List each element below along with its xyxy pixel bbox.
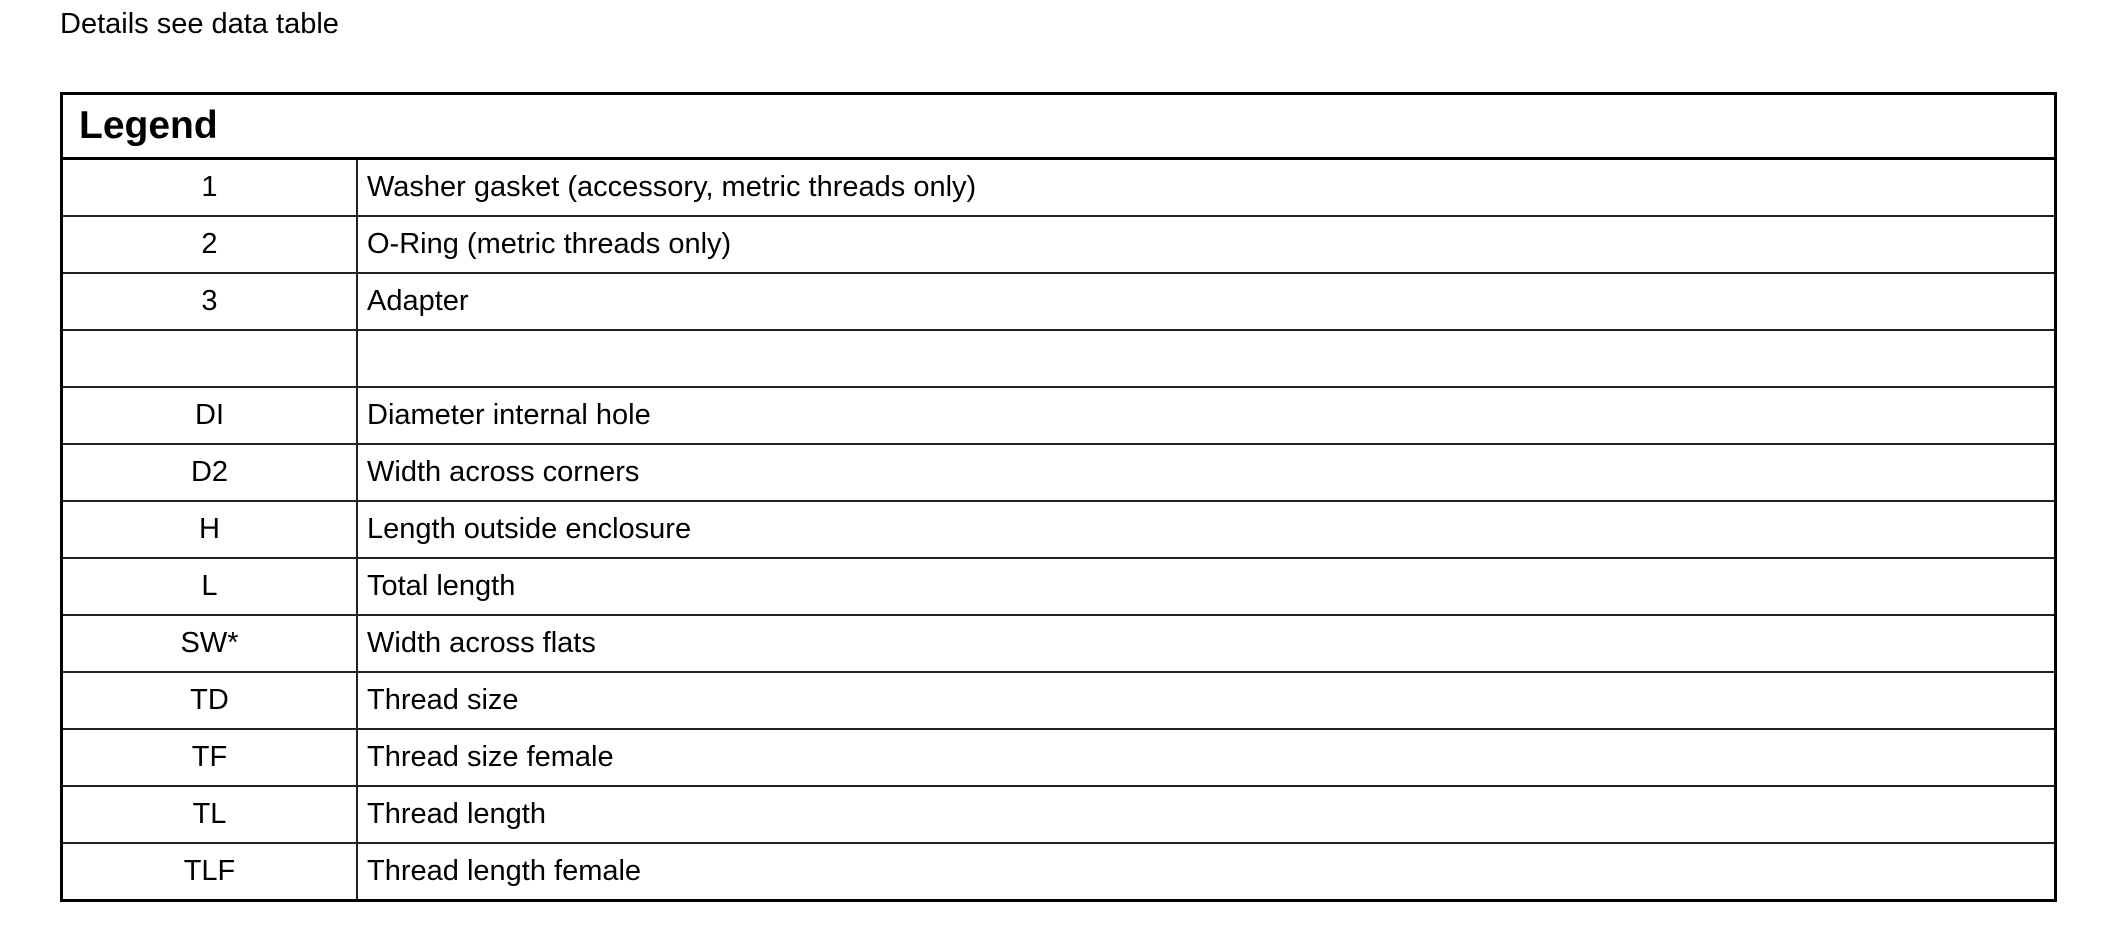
legend-description: Thread length female [356, 842, 2057, 902]
legend-key: TD [60, 671, 358, 730]
table-row: D2 Width across corners [60, 443, 2057, 502]
legend-description: Diameter internal hole [356, 386, 2057, 445]
legend-key: 1 [60, 157, 358, 217]
legend-key: SW* [60, 614, 358, 673]
legend-key: 3 [60, 272, 358, 331]
table-row: 2 O-Ring (metric threads only) [60, 215, 2057, 274]
legend-description: Thread size female [356, 728, 2057, 787]
table-row: H Length outside enclosure [60, 500, 2057, 559]
table-row: SW* Width across flats [60, 614, 2057, 673]
legend-key: D2 [60, 443, 358, 502]
legend-key: 2 [60, 215, 358, 274]
legend-table: Legend 1 Washer gasket (accessory, metric… [60, 92, 2057, 902]
table-row: L Total length [60, 557, 2057, 616]
legend-description: Thread size [356, 671, 2057, 730]
legend-description: Washer gasket (accessory, metric threads… [356, 157, 2057, 217]
intro-text: Details see data table [60, 8, 339, 40]
table-row: TLF Thread length female [60, 842, 2057, 902]
table-row: 1 Washer gasket (accessory, metric thread… [60, 157, 2057, 217]
legend-key: TLF [60, 842, 358, 902]
legend-key: L [60, 557, 358, 616]
table-row: TF Thread size female [60, 728, 2057, 787]
legend-description: Width across corners [356, 443, 2057, 502]
legend-description [356, 329, 2057, 388]
table-row: 3 Adapter [60, 272, 2057, 331]
table-row: DI Diameter internal hole [60, 386, 2057, 445]
table-row: TD Thread size [60, 671, 2057, 730]
legend-description: Adapter [356, 272, 2057, 331]
legend-description: Width across flats [356, 614, 2057, 673]
table-row: TL Thread length [60, 785, 2057, 844]
legend-description: Length outside enclosure [356, 500, 2057, 559]
legend-header-row: Legend [60, 92, 2057, 160]
table-row [60, 329, 2057, 388]
legend-description: Total length [356, 557, 2057, 616]
legend-body: 1 Washer gasket (accessory, metric thread… [60, 157, 2057, 902]
legend-key: TL [60, 785, 358, 844]
legend-key: DI [60, 386, 358, 445]
legend-key: TF [60, 728, 358, 787]
legend-title: Legend [60, 92, 2057, 160]
legend-key [60, 329, 358, 388]
legend-description: Thread length [356, 785, 2057, 844]
legend-description: O-Ring (metric threads only) [356, 215, 2057, 274]
legend-key: H [60, 500, 358, 559]
